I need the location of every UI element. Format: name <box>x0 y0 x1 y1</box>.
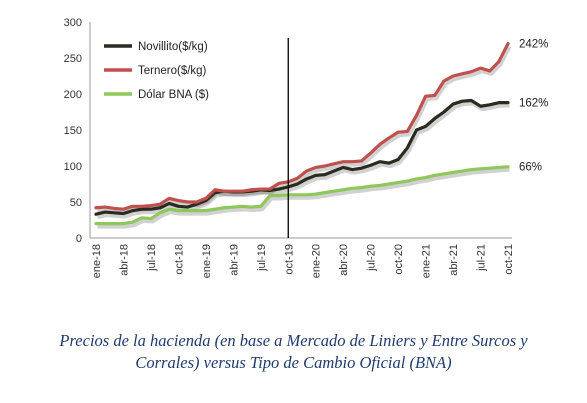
line-chart: 0 50 100 150 200 250 300 ene-18 abr-18 jul-18 oct… <box>64 17 549 278</box>
end-label: 242% <box>519 39 548 51</box>
x-tick-label: jul-21 <box>476 244 488 272</box>
legend: Novillito($/kg) Ternero($/kg) Dólar BNA ($… <box>104 41 209 101</box>
end-label: 66% <box>519 162 542 174</box>
series-line-1 <box>94 98 510 216</box>
legend-label: Ternero($/kg) <box>138 65 207 77</box>
x-tick-labels: ene-18 abr-18 jul-18 oct-18 ene-19 abr-19 jul-… <box>91 244 515 278</box>
x-tick-label: oct-19 <box>283 244 295 275</box>
y-tick-label: 0 <box>76 233 82 245</box>
legend-label: Novillito($/kg) <box>138 41 208 53</box>
x-tick-label: ene-20 <box>311 244 323 278</box>
chart-caption: Precios de la hacienda (en base a Mercad… <box>59 331 528 372</box>
series-line-2 <box>94 41 510 211</box>
x-tick-label: abr-18 <box>118 244 130 276</box>
y-tick-label: 150 <box>64 125 82 137</box>
y-tick-label: 300 <box>64 17 82 29</box>
end-labels: 162% 242% 66% <box>519 39 548 174</box>
x-tick-label: ene-18 <box>91 244 103 278</box>
series-line-3 <box>94 165 510 226</box>
y-tick-label: 200 <box>64 89 82 101</box>
x-tick-label: abr-20 <box>338 244 350 276</box>
x-tick-label: jul-18 <box>146 244 158 272</box>
end-label: 162% <box>519 98 548 110</box>
series-shadow <box>97 101 510 220</box>
y-tick-label: 100 <box>64 161 82 173</box>
legend-label: Dólar BNA ($) <box>138 89 209 101</box>
x-tick-label: ene-21 <box>421 244 433 278</box>
x-tick-label: oct-21 <box>503 244 515 275</box>
x-tick-label: oct-18 <box>173 244 185 275</box>
series-lines <box>94 41 510 226</box>
x-tick-label: jul-20 <box>366 244 378 272</box>
x-tick-label: ene-19 <box>201 244 213 278</box>
x-tick-label: abr-19 <box>228 244 240 276</box>
y-tick-label: 250 <box>64 53 82 65</box>
y-tick-labels: 0 50 100 150 200 250 300 <box>64 17 82 245</box>
x-tick-label: jul-19 <box>256 244 268 272</box>
x-tick-label: abr-21 <box>448 244 460 276</box>
y-tick-label: 50 <box>70 197 82 209</box>
series-shadow <box>97 167 510 229</box>
x-tick-label: oct-20 <box>393 244 405 275</box>
